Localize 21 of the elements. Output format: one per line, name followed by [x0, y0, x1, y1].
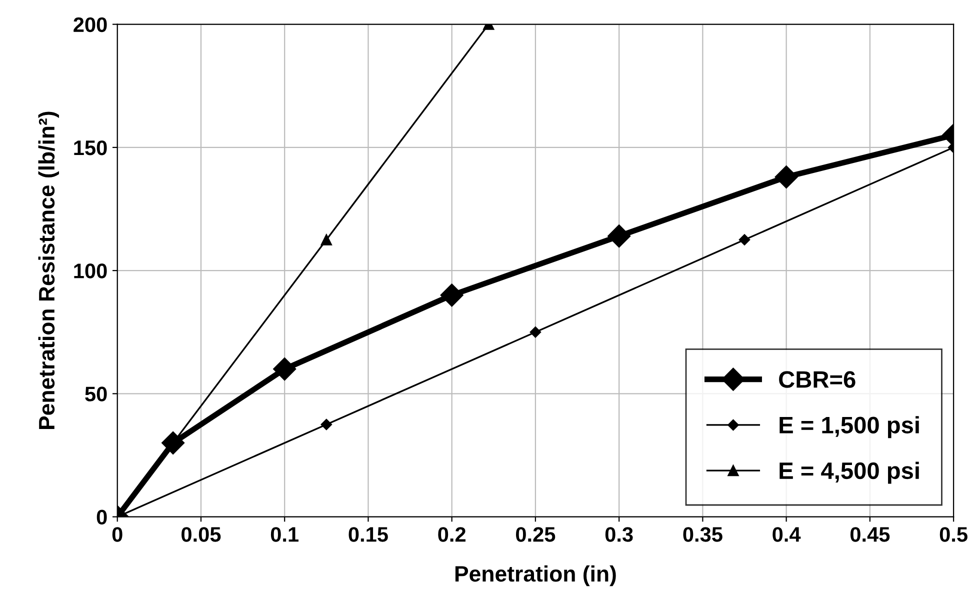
x-axis-title: Penetration (in) — [455, 565, 616, 586]
y-tick-label: 50 — [85, 386, 107, 402]
legend-label: E = 1,500 psi — [780, 416, 919, 438]
legend-label: CBR=6 — [779, 371, 856, 388]
y-tick-label: 0 — [96, 510, 107, 525]
x-tick-label: 0.05 — [182, 527, 221, 542]
x-tick-label: 0.45 — [850, 527, 890, 542]
y-tick-label: 200 — [74, 17, 107, 32]
y-tick-label: 100 — [74, 264, 107, 278]
legend-label: E = 4,500 psi — [780, 462, 919, 484]
x-tick-label: 0.4 — [772, 527, 801, 542]
y-axis-title: Penetration Resistance (lb/in²) — [38, 112, 59, 429]
x-tick-label: 0.15 — [348, 527, 388, 542]
x-tick-label: 0.25 — [516, 527, 556, 542]
x-tick-label: 0.35 — [683, 527, 722, 542]
x-tick-label: 0 — [112, 527, 122, 542]
y-tick-label: 150 — [74, 140, 107, 156]
x-tick-label: 0.2 — [438, 527, 466, 542]
x-tick-label: 0.3 — [605, 527, 633, 542]
x-tick-label: 0.5 — [940, 527, 968, 542]
x-tick-label: 0.1 — [270, 527, 298, 542]
